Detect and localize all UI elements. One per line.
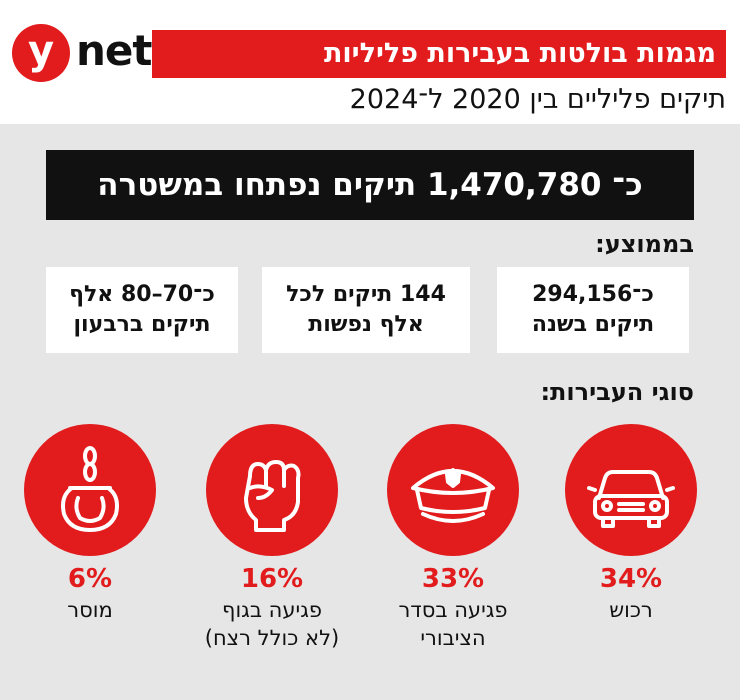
offense-types-label: סוגי העבירות: [540,378,694,406]
average-line: אלף נפשות [308,312,424,337]
logo-letter: y [27,28,55,74]
average-box-quarterly: כ־70–80 אלף תיקים ברבעון [46,267,238,353]
category-label: מוסר [0,596,185,624]
category-label: פגיעה בסדר הציבורי [358,596,548,652]
percent-label: 33% [421,564,485,594]
category-label-line: רכוש [609,598,653,622]
average-line: כ־294,156 [532,282,654,307]
page-subtitle: תיקים פליליים בין 2020 ל־2024 [349,84,726,115]
page-title: מגמות בולטות בעבירות פליליות [152,30,726,78]
ynet-logo-word: net [76,26,152,75]
police-cap-icon [387,424,519,556]
percent-label: 6% [67,564,113,594]
average-line: תיקים בשנה [531,312,655,337]
average-box-yearly: כ־294,156 תיקים בשנה [497,267,689,353]
percent-label: 16% [240,564,304,594]
average-line: כ־70–80 אלף [69,282,215,307]
average-line: תיקים ברבעון [73,312,211,337]
category-label-line: מוסר [67,598,113,622]
category-label-line: (לא כולל רצח) [204,626,340,650]
averages-label: בממוצע: [595,230,694,258]
category-label-line: הציבורי [420,626,486,650]
percent-label: 34% [599,564,663,594]
car-icon [565,424,697,556]
category-label: רכוש [536,596,726,624]
total-cases-banner: כ־ 1,470,780 תיקים נפתחו במשטרה [46,150,694,220]
ynet-logo-circle: y [12,24,70,82]
fist-icon [206,424,338,556]
category-label-line: פגיעה בסדר [398,598,508,622]
category-label-line: פגיעה בגוף [222,598,322,622]
category-label: פגיעה בגוף (לא כולל רצח) [177,596,367,652]
header: y net מגמות בולטות בעבירות פליליות תיקים… [0,0,740,122]
content-panel [0,124,740,700]
average-line: 144 תיקים לכל [286,282,446,307]
handcuffs-icon [24,424,156,556]
average-box-per-thousand: 144 תיקים לכל אלף נפשות [262,267,470,353]
